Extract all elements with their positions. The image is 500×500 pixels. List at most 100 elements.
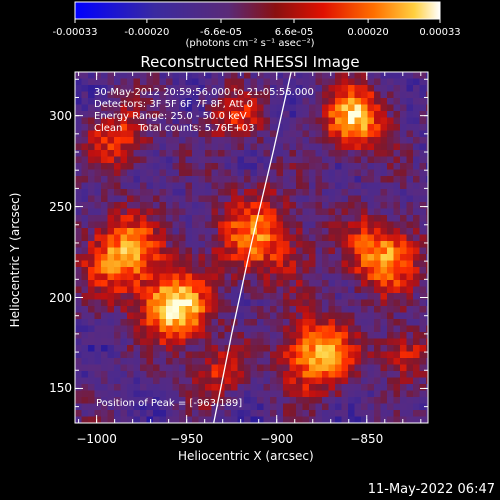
heatmap-cell	[257, 338, 264, 346]
heatmap-cell	[354, 280, 362, 287]
heatmap-cell	[166, 182, 173, 190]
heatmap-cell	[380, 332, 388, 339]
heatmap-cell	[419, 202, 427, 209]
heatmap-cell	[257, 410, 264, 417]
heatmap-cell	[218, 306, 225, 313]
heatmap-cell	[354, 221, 362, 229]
heatmap-cell	[250, 338, 258, 346]
heatmap-cell	[192, 150, 199, 157]
heatmap-cell	[179, 98, 186, 105]
heatmap-cell	[172, 117, 180, 125]
heatmap-cell	[244, 403, 251, 411]
heatmap-cell	[263, 397, 271, 404]
heatmap-cell	[257, 78, 264, 86]
heatmap-cell	[309, 319, 316, 326]
heatmap-cell	[374, 338, 381, 346]
heatmap-cell	[263, 163, 271, 170]
heatmap-cell	[224, 273, 232, 281]
heatmap-cell	[179, 130, 186, 138]
heatmap-cell	[309, 124, 316, 131]
heatmap-cell	[101, 260, 108, 268]
heatmap-cell	[270, 130, 277, 138]
heatmap-cell	[107, 189, 115, 196]
heatmap-cell	[263, 260, 271, 268]
heatmap-cell	[88, 189, 95, 196]
heatmap-cell	[380, 306, 388, 313]
heatmap-cell	[127, 312, 134, 320]
heatmap-cell	[146, 228, 154, 235]
heatmap-cell	[146, 351, 154, 359]
heatmap-cell	[335, 384, 342, 391]
heatmap-cell	[250, 163, 258, 170]
heatmap-cell	[237, 156, 245, 164]
heatmap-cell	[322, 254, 329, 261]
heatmap-cell	[205, 390, 212, 398]
heatmap-cell	[101, 286, 108, 294]
heatmap-cell	[218, 325, 225, 333]
heatmap-cell	[419, 377, 427, 385]
heatmap-cell	[406, 364, 414, 372]
heatmap-cell	[133, 286, 141, 294]
heatmap-cell	[393, 254, 401, 261]
heatmap-cell	[361, 150, 368, 157]
heatmap-cell	[406, 286, 414, 294]
heatmap-cell	[205, 91, 212, 99]
heatmap-cell	[296, 182, 303, 190]
heatmap-cell	[120, 143, 128, 151]
heatmap-cell	[283, 156, 290, 164]
heatmap-cell	[146, 358, 154, 365]
heatmap-cell	[309, 338, 316, 346]
heatmap-cell	[361, 267, 368, 274]
heatmap-cell	[94, 228, 102, 235]
heatmap-cell	[101, 312, 108, 320]
heatmap-cell	[159, 215, 167, 222]
heatmap-cell	[328, 286, 336, 294]
heatmap-cell	[179, 104, 186, 112]
heatmap-cell	[140, 332, 147, 339]
heatmap-cell	[75, 156, 82, 164]
heatmap-cell	[224, 221, 232, 229]
heatmap-cell	[309, 182, 316, 190]
heatmap-cell	[270, 104, 277, 112]
heatmap-cell	[257, 397, 264, 404]
heatmap-cell	[302, 124, 310, 131]
heatmap-cell	[94, 364, 102, 372]
heatmap-cell	[270, 299, 277, 307]
heatmap-cell	[198, 208, 206, 216]
heatmap-cell	[127, 78, 134, 86]
heatmap-cell	[153, 143, 160, 151]
heatmap-cell	[114, 267, 121, 274]
heatmap-cell	[101, 208, 108, 216]
heatmap-cell	[81, 202, 89, 209]
heatmap-cell	[335, 299, 342, 307]
heatmap-cell	[335, 319, 342, 326]
heatmap-cell	[244, 176, 251, 183]
heatmap-cell	[315, 117, 323, 125]
heatmap-cell	[146, 72, 154, 79]
heatmap-cell	[88, 319, 95, 326]
heatmap-cell	[413, 384, 420, 391]
heatmap-cell	[211, 130, 219, 138]
heatmap-cell	[133, 325, 141, 333]
heatmap-cell	[413, 91, 420, 99]
heatmap-cell	[244, 98, 251, 105]
heatmap-cell	[354, 377, 362, 385]
heatmap-cell	[393, 306, 401, 313]
heatmap-cell	[94, 403, 102, 411]
heatmap-cell	[127, 325, 134, 333]
heatmap-cell	[413, 267, 420, 274]
heatmap-cell	[302, 163, 310, 170]
heatmap-cell	[244, 338, 251, 346]
heatmap-cell	[205, 124, 212, 131]
heatmap-cell	[361, 234, 368, 242]
heatmap-cell	[192, 202, 199, 209]
heatmap-cell	[322, 397, 329, 404]
heatmap-cell	[107, 208, 115, 216]
heatmap-cell	[322, 364, 329, 372]
heatmap-cell	[114, 273, 121, 281]
heatmap-cell	[406, 156, 414, 164]
heatmap-cell	[374, 325, 381, 333]
heatmap-cell	[387, 260, 394, 268]
heatmap-cell	[185, 247, 193, 255]
heatmap-cell	[88, 143, 95, 151]
